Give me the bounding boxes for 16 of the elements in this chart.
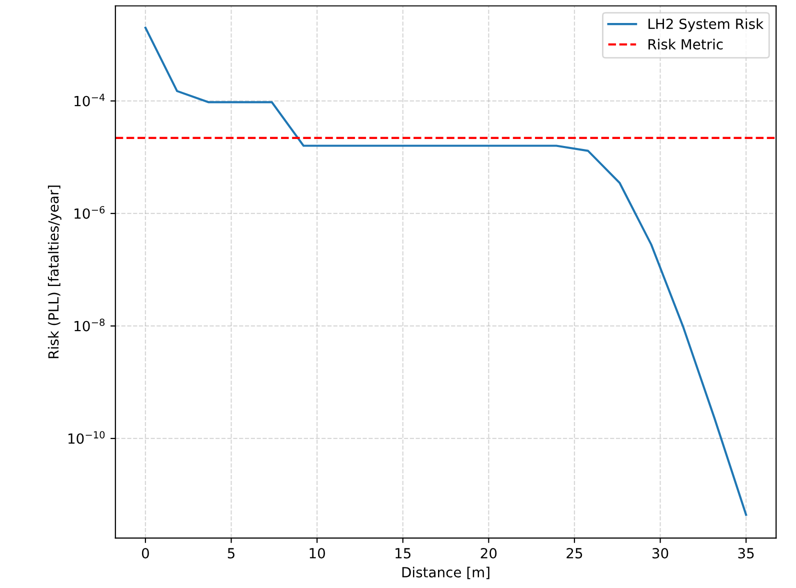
x-tick-label: 10 (310, 548, 325, 558)
y-tick-label: 10$^{−4}$ (74, 94, 105, 106)
x-axis-title: Distance [m] (402, 566, 490, 580)
legend-label: LH2 System Risk (648, 18, 764, 32)
y-tick-label: 10$^{−10}$ (68, 431, 105, 444)
x-tick-label: 15 (396, 548, 410, 558)
x-tick-label: 20 (480, 548, 497, 558)
x-tick-label: 30 (652, 548, 668, 558)
y-tick-label: 10$^{−8}$ (74, 318, 105, 332)
y-axis-title: Risk (PLL) [fatalties/year] (48, 186, 62, 358)
legend-label: Risk Metric (648, 38, 723, 50)
y-tick-label: 10$^{−6}$ (74, 206, 105, 219)
x-tick-label: 0 (142, 548, 149, 558)
x-tick-label: 5 (228, 548, 234, 558)
x-tick-label: 25 (566, 548, 582, 558)
x-tick-label: 35 (738, 548, 754, 558)
